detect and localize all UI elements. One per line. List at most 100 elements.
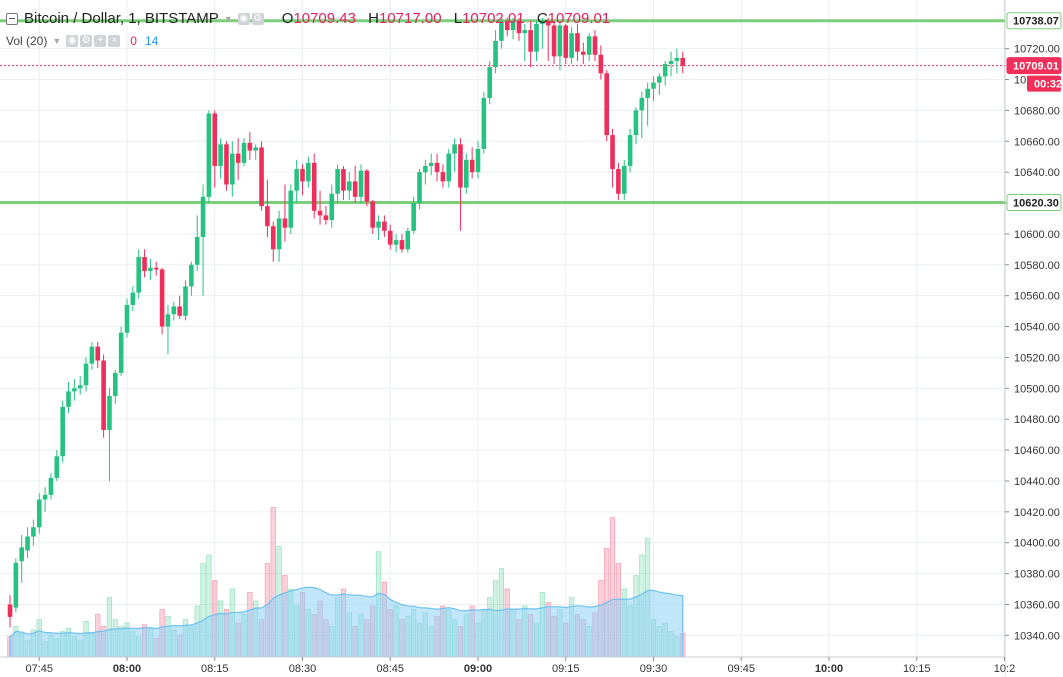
time-axis-background <box>0 657 1005 677</box>
low-label: L <box>453 10 463 27</box>
level-price-tag[interactable] <box>1006 12 1062 30</box>
candle-body <box>469 159 475 173</box>
settings-icon[interactable]: ⚙ <box>80 35 93 47</box>
candle-body <box>352 181 358 197</box>
price-tick-label: 10640.00 <box>1014 167 1060 179</box>
candle-body <box>604 73 609 136</box>
candle-body <box>247 142 253 151</box>
price-tick-label: 10380.00 <box>1014 569 1060 581</box>
candle-body <box>200 196 206 237</box>
candle-body <box>510 20 516 31</box>
eye-icon[interactable]: ◉ <box>66 35 79 47</box>
price-axis[interactable]: 10340.00 10360.00 10380.00 10400.00 10420.00… <box>1004 0 1063 677</box>
open-value: 10709.43 <box>293 10 356 27</box>
candle-body <box>428 162 434 166</box>
time-tick-label: 10:15 <box>903 663 931 675</box>
price-tick-label: 10360.00 <box>1014 599 1060 611</box>
candle-body <box>189 264 194 287</box>
price-tick-label: 10420.00 <box>1014 507 1060 519</box>
candle-body <box>294 169 299 191</box>
time-tick-label: 07:45 <box>25 663 53 675</box>
candle-body <box>206 113 212 197</box>
settings-icon[interactable]: ⚙ <box>251 12 264 25</box>
candle-body <box>142 257 147 271</box>
candle-body <box>405 230 411 250</box>
eye-icon[interactable]: ◉ <box>237 12 250 25</box>
volume-bars <box>7 507 686 658</box>
time-tick-label: 08:30 <box>289 663 317 675</box>
candle-body <box>645 88 650 99</box>
candle-body <box>586 36 592 55</box>
plot-area <box>0 0 1005 657</box>
volume-ma-value: 14 <box>144 34 159 48</box>
time-axis[interactable]: 07:45 08:00 08:15 08:30 08:45 09:00 09:15 09:30… <box>0 656 1015 677</box>
candlesticks[interactable] <box>7 17 686 628</box>
time-tick-label: 10:2 <box>994 663 1015 675</box>
time-tick-label: 09:30 <box>640 663 668 675</box>
price-tick-label: 10580.00 <box>1014 260 1060 272</box>
candle-body <box>545 20 551 26</box>
price-tick-label: 10500.00 <box>1014 383 1060 395</box>
chevron-down-icon[interactable]: ▼ <box>52 36 62 46</box>
price-tick-label: 10600.00 <box>1014 229 1060 241</box>
candle-body <box>270 226 276 250</box>
candle-body <box>124 304 130 333</box>
symbol-legend: Bitcoin / Dollar, 1, BITSTAMP ▼ ◉ ⚙ O107… <box>6 10 610 27</box>
candle-body <box>19 547 24 562</box>
candle-body <box>25 536 30 551</box>
level-price-tag[interactable] <box>1006 194 1062 212</box>
symbol-title[interactable]: Bitcoin / Dollar, 1, BITSTAMP <box>24 10 219 27</box>
horizontal-levels[interactable] <box>0 19 1005 205</box>
collapse-icon[interactable] <box>6 12 18 25</box>
price-tick-label: 10480.00 <box>1014 414 1060 426</box>
time-tick-label: 08:45 <box>376 663 404 675</box>
volume-label[interactable]: Vol (20) <box>6 34 48 48</box>
last-price-tag[interactable] <box>1006 57 1062 75</box>
candle-body <box>118 332 124 373</box>
candle-body <box>54 456 60 478</box>
candle-body <box>423 165 428 173</box>
candle-body <box>101 360 106 431</box>
candle-body <box>165 314 171 327</box>
candle-body <box>446 153 452 182</box>
candle-body <box>504 20 510 31</box>
candle-body <box>136 257 141 293</box>
candle-body <box>7 604 13 617</box>
candle-body <box>159 269 165 327</box>
candle-body <box>475 148 481 173</box>
add-icon[interactable]: + <box>94 35 107 47</box>
candle-body <box>347 181 352 191</box>
candle-body <box>224 144 229 185</box>
candle-body <box>487 67 492 99</box>
candle-body <box>177 306 182 316</box>
price-axis-background <box>1005 0 1063 677</box>
time-tick-label: 09:15 <box>552 663 580 675</box>
candle-body <box>335 169 340 194</box>
candle-body <box>522 30 528 34</box>
price-tick-label: 10520.00 <box>1014 352 1060 364</box>
candle-body <box>66 391 71 407</box>
close-icon[interactable]: × <box>108 35 121 47</box>
candle-body <box>657 76 662 83</box>
candle-body <box>329 193 335 221</box>
candle-body <box>89 346 95 364</box>
chevron-down-icon[interactable]: ▼ <box>223 13 233 24</box>
candle-body <box>382 221 387 231</box>
candle-body <box>107 396 112 431</box>
candle-body <box>563 25 569 58</box>
candle-body <box>148 267 153 271</box>
candle-body <box>276 218 282 250</box>
price-tick-label: 10560.00 <box>1014 291 1060 303</box>
last-price-tag-label: 10709.01 <box>1013 61 1059 73</box>
candle-body <box>153 267 159 270</box>
candle-body <box>113 372 118 397</box>
volume-value: 0 <box>130 34 137 48</box>
candle-body <box>616 169 621 194</box>
candle-body <box>60 406 65 457</box>
candle-body <box>31 527 36 537</box>
candle-body <box>265 206 270 227</box>
price-tick-label: 10400.00 <box>1014 538 1060 550</box>
candle-body <box>633 110 639 136</box>
candle-body <box>621 165 627 194</box>
